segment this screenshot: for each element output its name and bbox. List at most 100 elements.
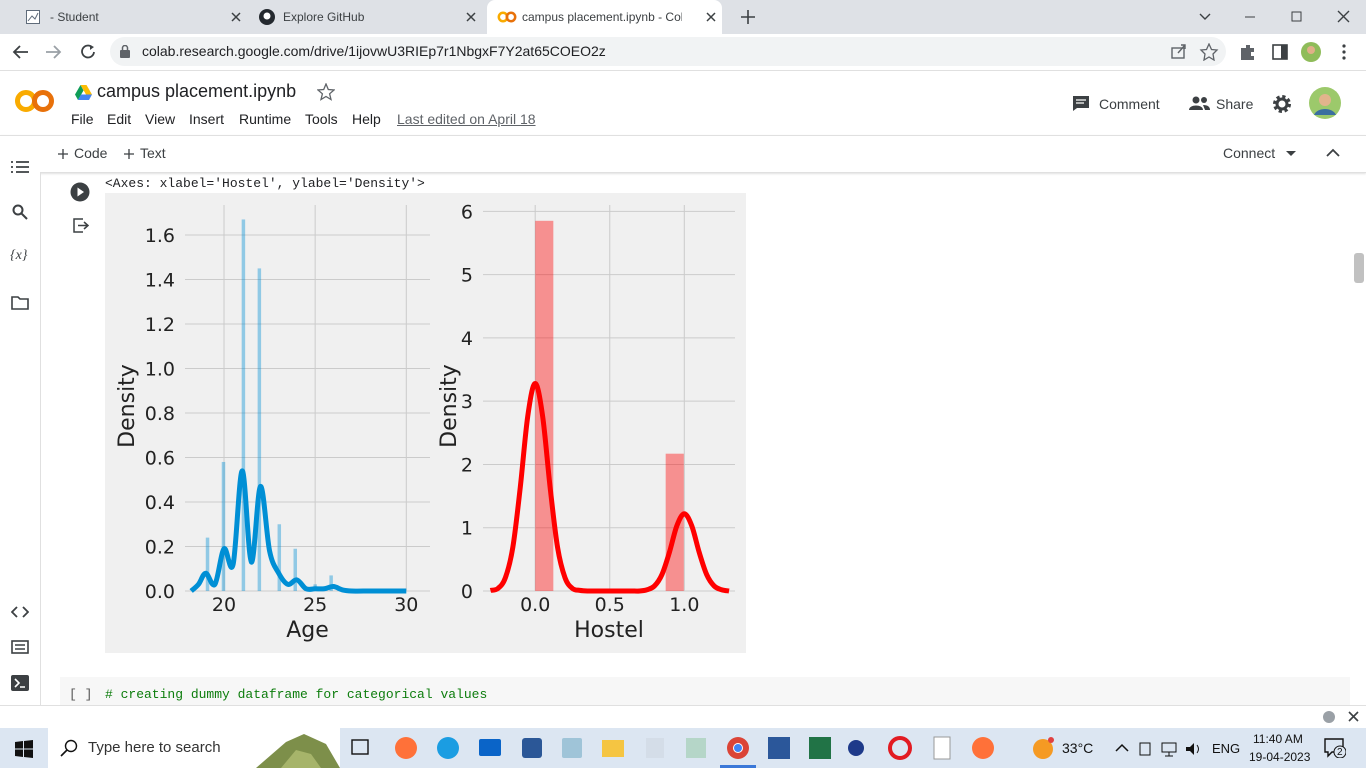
tab[interactable]: - Student [6, 0, 241, 34]
tab-close[interactable] [466, 12, 476, 22]
histogram-bar [665, 453, 684, 591]
y-axis-label: Density [437, 364, 462, 448]
star-icon[interactable] [317, 83, 335, 101]
account-avatar[interactable] [1309, 87, 1341, 119]
collapse-button[interactable] [1326, 148, 1340, 158]
x-tick-label: 0.0 [520, 594, 550, 616]
code-cell[interactable]: [ ] # creating dummy dataframe for categ… [60, 677, 1350, 705]
notebook-toolbar: Code Text Connect [0, 135, 1366, 173]
new-tab[interactable] [740, 9, 756, 25]
menu-item[interactable]: Edit [107, 111, 132, 127]
connect-button[interactable]: Connect [1223, 145, 1276, 161]
cell-prompt: [ ] [69, 687, 93, 702]
y-tick-label: 2 [461, 454, 473, 476]
y-tick-label: 1.4 [145, 270, 175, 292]
search-icon[interactable] [12, 204, 28, 220]
tab-close[interactable] [231, 12, 241, 22]
colab-header: campus placement.ipynb File Edit View In… [0, 71, 1366, 135]
tab-icon [26, 10, 40, 24]
y-tick-label: 1 [461, 518, 473, 540]
tab-close[interactable] [706, 12, 716, 22]
status-icons[interactable] [1322, 710, 1362, 724]
histogram-bar [293, 548, 297, 591]
status-bar [0, 705, 1366, 729]
menu-item[interactable]: Runtime [239, 111, 292, 127]
tab-title: Explore GitHub [283, 10, 365, 24]
y-axis-label: Density [115, 364, 140, 448]
settings-icon[interactable] [1272, 94, 1292, 114]
x-axis-label: Age [286, 618, 329, 643]
variables-icon[interactable]: {x} [10, 248, 28, 263]
y-tick-label: 6 [461, 201, 473, 223]
last-edited[interactable]: Last edited on April 18 [397, 111, 536, 127]
kde-line [189, 468, 407, 594]
x-axis-label: Hostel [574, 618, 644, 643]
y-tick-label: 1.2 [145, 314, 175, 336]
url-actions[interactable] [1170, 43, 1220, 61]
weather-text: 33°C [1062, 740, 1094, 756]
url-bar[interactable]: colab.research.google.com/drive/1ijovwU3… [110, 37, 1226, 66]
clock-time[interactable]: 11:40 AM [1253, 732, 1303, 746]
tab-title: campus placement.ipynb - Colab [522, 10, 682, 24]
browser-actions[interactable] [1238, 42, 1356, 64]
x-tick-label: 30 [394, 594, 418, 616]
share-button[interactable]: Share [1216, 96, 1254, 112]
notebook-title[interactable]: campus placement.ipynb [97, 81, 297, 101]
x-tick-label: 25 [303, 594, 327, 616]
action-center[interactable] [1324, 738, 1346, 758]
output-figure: 0.00.20.40.60.81.01.21.41.620 25 30AgeDens… [105, 193, 746, 653]
menu-item[interactable]: Help [352, 111, 381, 127]
address-row: colab.research.google.com/drive/1ijovwU3… [0, 34, 1366, 71]
menu-item[interactable]: Insert [189, 111, 225, 127]
taskbar-apps[interactable] [350, 728, 1010, 768]
tab[interactable]: campus placement.ipynb - Colab [487, 0, 722, 34]
y-tick-label: 4 [461, 328, 473, 350]
plus-icon [124, 149, 134, 159]
taskbar-search[interactable]: Type here to search [48, 728, 340, 768]
clock-date[interactable]: 19-04-2023 [1249, 750, 1311, 764]
toc-icon[interactable] [11, 156, 31, 176]
sidebar: {x} [0, 161, 41, 705]
y-tick-label: 0.0 [145, 581, 175, 603]
tab-strip: - Student Explore GitHub campus placemen… [0, 0, 1366, 34]
tab-icon [497, 11, 517, 23]
run-cell-button[interactable] [70, 182, 90, 202]
x-tick-label: 0.5 [595, 594, 625, 616]
y-tick-label: 1.0 [145, 359, 175, 381]
cell-code: # creating dummy dataframe for categoric… [105, 687, 488, 702]
comment-button[interactable]: Comment [1099, 96, 1160, 112]
window-controls[interactable] [1196, 8, 1366, 26]
taskbar: Type here to search 33°C ENG 11:40 AM 19… [0, 728, 1366, 768]
y-tick-label: 5 [461, 265, 473, 287]
add-code-button[interactable]: Code [74, 145, 108, 161]
connect-dropdown[interactable] [1286, 151, 1296, 157]
histogram-bar [277, 524, 282, 591]
nav-buttons[interactable] [12, 43, 102, 61]
files-icon[interactable] [11, 296, 29, 310]
terminal-icon[interactable] [11, 675, 29, 691]
tray-icons[interactable] [1114, 740, 1204, 758]
y-tick-label: 0.8 [145, 403, 175, 425]
menu-item[interactable]: View [145, 111, 176, 127]
output-actions-icon[interactable] [73, 218, 89, 234]
menu-item[interactable]: Tools [305, 111, 338, 127]
histogram-bar [241, 219, 246, 591]
menu-item[interactable]: File [71, 111, 94, 127]
snippets-icon[interactable] [11, 606, 29, 618]
language-indicator[interactable]: ENG [1212, 741, 1241, 756]
histogram-bar [329, 575, 333, 591]
search-icon [60, 739, 78, 757]
tab[interactable]: Explore GitHub [245, 0, 480, 34]
command-palette-icon[interactable] [11, 640, 29, 654]
y-tick-label: 0 [461, 581, 473, 603]
tab-title: - Student [50, 10, 99, 24]
scrollbar-thumb[interactable] [1354, 253, 1364, 283]
lock-icon [120, 45, 130, 58]
colab-logo[interactable] [14, 88, 56, 114]
x-tick-label: 1.0 [669, 594, 699, 616]
histogram-bar [221, 461, 226, 591]
start-button[interactable] [15, 740, 33, 758]
histogram-bar [205, 537, 210, 591]
add-text-button[interactable]: Text [140, 145, 166, 161]
